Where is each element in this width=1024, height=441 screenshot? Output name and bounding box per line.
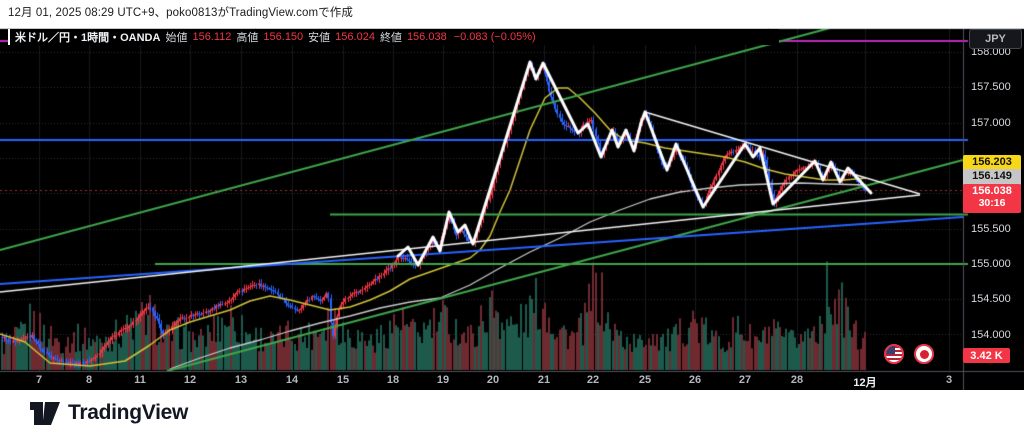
symbol-legend-bar[interactable]: 米ドル／円・1時間・OANDA 始値 156.112 高値 156.150 安値 15… xyxy=(8,29,779,45)
price-tick-label: 157.500 xyxy=(971,81,1011,93)
time-tick-label: 27 xyxy=(738,374,752,386)
price-badge: 156.149 xyxy=(963,169,1021,186)
tradingview-logo[interactable]: TradingView xyxy=(30,401,188,425)
price-tick-label: 154.500 xyxy=(971,293,1011,305)
price-badge: 156.203 xyxy=(963,155,1021,172)
time-tick-label: 15 xyxy=(336,374,350,386)
high-label: 高値 xyxy=(236,32,259,44)
high-value: 156.150 xyxy=(263,31,304,43)
time-tick-label: 14 xyxy=(285,374,299,386)
close-label: 終値 xyxy=(379,32,402,44)
tradingview-logo-text: TradingView xyxy=(68,401,189,424)
close-value: 156.038 xyxy=(406,31,447,43)
symbol-watermark xyxy=(884,344,934,364)
price-tick-label: 157.000 xyxy=(971,117,1011,129)
time-tick-label: 12 xyxy=(183,374,197,386)
price-tick-label: 154.000 xyxy=(971,329,1011,341)
price-tick-label: 158.000 xyxy=(971,46,1011,58)
time-tick-label: 18 xyxy=(386,374,400,386)
time-tick-label: 11 xyxy=(134,374,146,386)
time-tick-label: 12月 xyxy=(853,377,877,389)
price-chart-canvas[interactable] xyxy=(0,28,1024,390)
time-tick-label: 20 xyxy=(486,374,500,386)
change-value: −0.083 (−0.05%) xyxy=(453,31,536,43)
symbol-title[interactable]: 米ドル／円・1時間・OANDA xyxy=(15,32,161,44)
low-value: 156.024 xyxy=(335,31,375,43)
price-tick-label: 155.000 xyxy=(971,258,1011,270)
attribution-text: 12月 01, 2025 08:29 UTC+9、poko0813がTradin… xyxy=(8,7,353,19)
time-tick-label: 8 xyxy=(85,374,93,386)
low-label: 安値 xyxy=(308,32,331,44)
time-tick-label: 25 xyxy=(638,374,652,386)
time-tick-label: 13 xyxy=(234,374,248,386)
open-label: 始値 xyxy=(165,32,188,44)
us-flag-icon xyxy=(884,344,904,364)
japan-flag-icon xyxy=(914,344,934,364)
tradingview-mark-icon xyxy=(30,401,60,425)
time-tick-label: 22 xyxy=(586,374,600,386)
time-tick-label: 19 xyxy=(436,374,450,386)
time-tick-label: 26 xyxy=(688,374,702,386)
time-tick-label: 28 xyxy=(790,374,804,386)
bar-countdown: 30:16 xyxy=(978,197,1006,209)
time-tick-label: 21 xyxy=(537,374,551,386)
time-tick-label: 7 xyxy=(35,374,43,386)
price-tick-label: 155.500 xyxy=(971,223,1011,235)
volume-value-badge: 3.42 K xyxy=(963,348,1010,363)
time-tick-label: 3 xyxy=(945,374,953,386)
open-value: 156.112 xyxy=(192,31,232,43)
currency-unit-button[interactable]: JPY xyxy=(969,29,1022,49)
price-badge: 156.038 30:16 xyxy=(963,184,1021,213)
